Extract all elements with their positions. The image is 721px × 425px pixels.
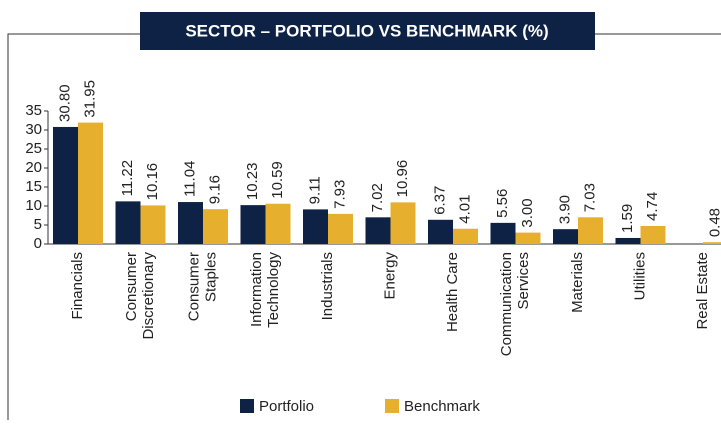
x-tick-label-line: Financials bbox=[69, 252, 86, 320]
x-tick-label: Utilities bbox=[631, 252, 648, 300]
x-tick-label-line: Services bbox=[515, 252, 532, 310]
x-tick-label-line: Staples bbox=[202, 252, 219, 302]
y-tick-label: 25 bbox=[25, 140, 42, 157]
bar bbox=[203, 209, 228, 244]
x-tick-label-line: Industrials bbox=[319, 252, 336, 320]
x-tick-label-line: Discretionary bbox=[140, 252, 157, 340]
x-tick-label-line: Materials bbox=[569, 252, 586, 313]
x-tick-label-line: Consumer bbox=[123, 252, 140, 321]
value-label: 31.95 bbox=[81, 80, 98, 118]
bar bbox=[490, 222, 516, 244]
value-label: 30.80 bbox=[56, 84, 73, 122]
bar bbox=[615, 237, 641, 244]
value-label: 10.23 bbox=[244, 163, 261, 201]
x-tick-label: InformationTechnology bbox=[248, 252, 282, 328]
legend-swatch bbox=[385, 399, 399, 413]
y-tick-label: 5 bbox=[34, 216, 42, 233]
bar bbox=[390, 202, 416, 244]
value-label: 11.22 bbox=[119, 160, 136, 196]
value-label: 0.48 bbox=[706, 208, 721, 237]
x-tick-label: Energy bbox=[381, 252, 398, 300]
bar bbox=[365, 217, 391, 244]
value-label: 7.93 bbox=[331, 180, 348, 209]
value-label: 6.37 bbox=[431, 186, 448, 215]
legend-label: Portfolio bbox=[259, 398, 314, 415]
value-label: 9.11 bbox=[306, 176, 323, 204]
x-tick-label-line: Consumer bbox=[185, 252, 202, 321]
bar bbox=[303, 209, 328, 244]
x-tick-label-line: Technology bbox=[265, 252, 282, 328]
legend-swatch bbox=[240, 399, 254, 413]
x-tick-label: Materials bbox=[569, 252, 586, 313]
x-tick-label-line: Real Estate bbox=[694, 252, 711, 330]
value-label: 9.16 bbox=[206, 175, 223, 204]
value-label: 7.03 bbox=[581, 183, 598, 212]
value-label: 4.01 bbox=[456, 195, 473, 224]
x-tick-label: Industrials bbox=[319, 252, 336, 320]
x-tick-label-line: Health Care bbox=[444, 252, 461, 332]
value-label: 1.59 bbox=[619, 204, 636, 233]
value-label: 4.74 bbox=[644, 192, 661, 221]
bar bbox=[240, 205, 266, 244]
value-label: 3.00 bbox=[519, 198, 536, 227]
title-banner bbox=[140, 12, 595, 50]
x-tick-label: CommunicationServices bbox=[498, 252, 532, 356]
value-label: 10.16 bbox=[144, 163, 161, 201]
bar bbox=[328, 213, 353, 244]
legend-label: Benchmark bbox=[404, 398, 480, 415]
bar bbox=[53, 126, 78, 244]
chart-title: SECTOR – PORTFOLIO VS BENCHMARK (%) bbox=[185, 21, 548, 40]
y-tick-label: 10 bbox=[25, 197, 42, 214]
x-tick-label: Financials bbox=[69, 252, 86, 320]
x-tick-label: ConsumerDiscretionary bbox=[123, 252, 157, 340]
value-label: 11.04 bbox=[181, 161, 198, 197]
value-label: 7.02 bbox=[369, 183, 386, 212]
value-label: 3.90 bbox=[556, 195, 573, 224]
value-label: 10.96 bbox=[394, 160, 411, 198]
frame bbox=[7, 33, 721, 420]
y-tick-label: 35 bbox=[25, 102, 42, 119]
y-tick-label: 30 bbox=[25, 121, 42, 138]
x-tick-label-line: Utilities bbox=[631, 252, 648, 300]
bar bbox=[515, 232, 541, 244]
x-tick-label-line: Communication bbox=[498, 252, 515, 356]
y-tick-label: 15 bbox=[25, 178, 42, 195]
bar bbox=[178, 202, 203, 244]
value-label: 10.59 bbox=[269, 161, 286, 199]
bar bbox=[428, 219, 453, 244]
x-tick-label-line: Energy bbox=[381, 252, 398, 300]
bar bbox=[703, 242, 721, 244]
x-tick-label: Health Care bbox=[444, 252, 461, 332]
bar bbox=[578, 217, 603, 244]
value-label: 5.56 bbox=[494, 189, 511, 218]
bar bbox=[78, 122, 103, 244]
y-tick-label: 20 bbox=[25, 159, 42, 176]
bar bbox=[453, 228, 478, 244]
bar bbox=[265, 203, 291, 244]
x-tick-label-line: Information bbox=[248, 252, 265, 327]
y-tick-label: 0 bbox=[34, 235, 42, 252]
x-tick-label: Real Estate bbox=[694, 252, 711, 330]
bar bbox=[140, 205, 166, 244]
x-tick-label: ConsumerStaples bbox=[185, 252, 219, 321]
bar bbox=[115, 201, 141, 244]
bar bbox=[553, 229, 578, 244]
bar bbox=[640, 225, 666, 244]
